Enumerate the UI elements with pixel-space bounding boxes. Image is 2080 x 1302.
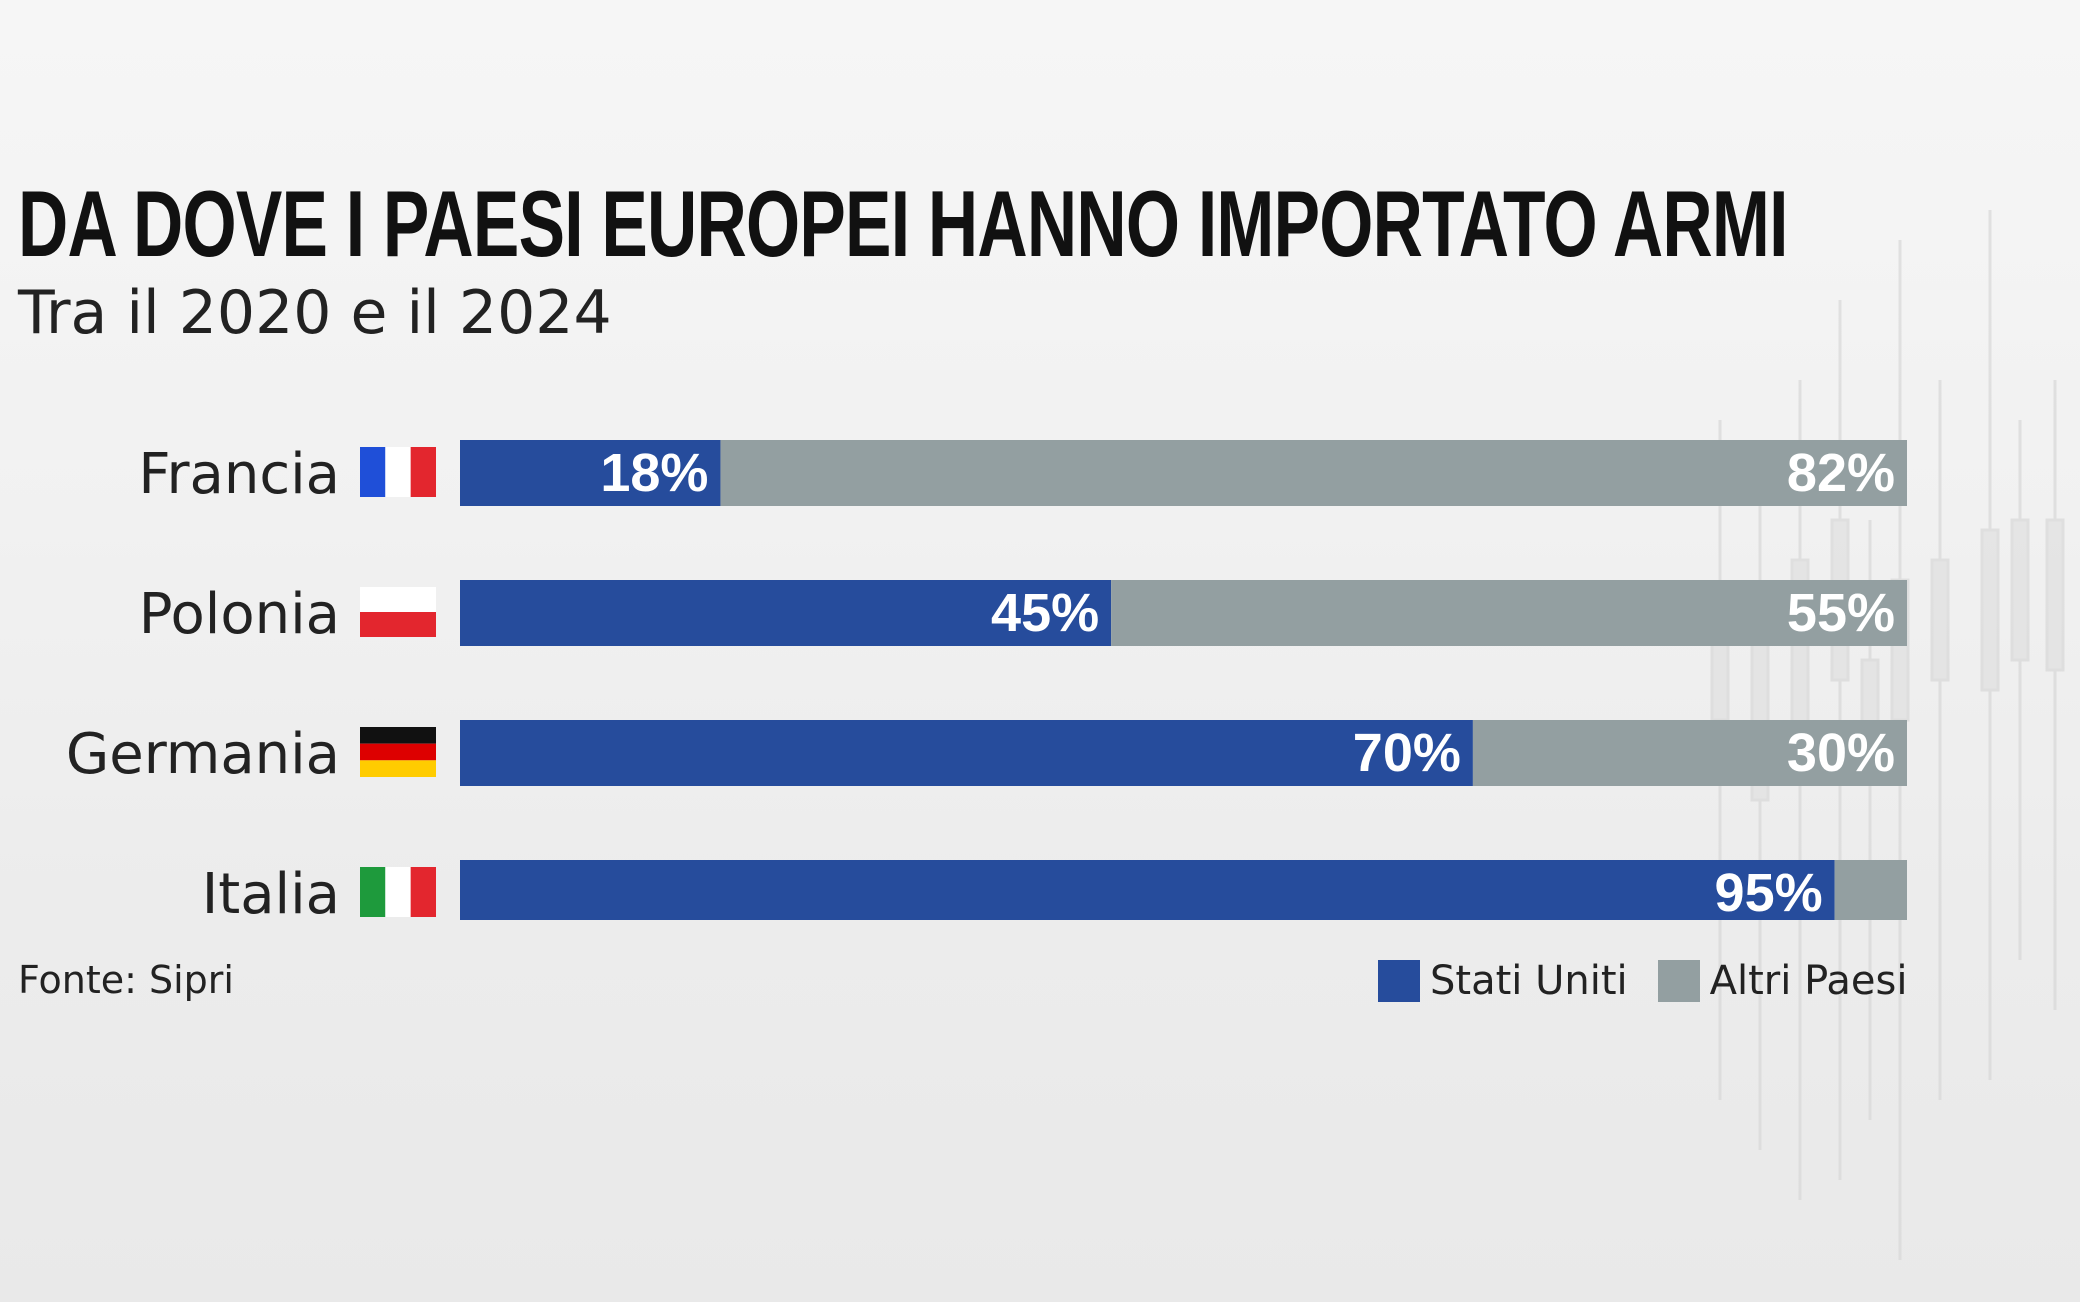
chart-legend: Stati Uniti Altri Paesi [1378, 958, 1907, 1004]
bar-segment-stati-uniti-italia [460, 860, 1835, 920]
data-label-altri-paesi-francia: 82% [1787, 443, 1895, 503]
bar-segment-altri-paesi-italia [1834, 860, 1907, 920]
data-label-stati-uniti-francia: 18% [600, 443, 708, 503]
legend-swatch-stati-uniti [1378, 960, 1420, 1002]
data-label-stati-uniti-italia: 95% [1715, 863, 1823, 920]
legend-item-altri-paesi: Altri Paesi [1657, 958, 1908, 1004]
category-label-italia: Italia [202, 862, 340, 920]
legend-item-stati-uniti: Stati Uniti [1378, 958, 1628, 1004]
bar-segment-altri-paesi-germania [1472, 720, 1907, 786]
germany-flag-icon [360, 727, 436, 777]
data-label-stati-uniti-germania: 70% [1353, 723, 1461, 783]
data-label-altri-paesi-germania: 30% [1787, 723, 1895, 783]
legend-swatch-altri-paesi [1657, 960, 1700, 1002]
bar-segment-stati-uniti-polonia [460, 580, 1112, 646]
bar-segment-stati-uniti-francia [460, 440, 721, 506]
france-flag-icon [360, 447, 436, 497]
poland-flag-icon [360, 587, 436, 637]
bar-segment-altri-paesi-francia [720, 440, 1908, 506]
legend-label-stati-uniti: Stati Uniti [1430, 958, 1628, 1004]
chart-title: DA DOVE I PAESI EUROPEI HANNO IMPORTATO … [18, 171, 1788, 276]
bar-segment-stati-uniti-germania [460, 720, 1473, 786]
category-label-germania: Germania [66, 722, 340, 787]
category-label-polonia: Polonia [139, 582, 340, 647]
source-note: Fonte: Sipri [18, 958, 234, 1002]
data-label-altri-paesi-polonia: 55% [1787, 583, 1895, 643]
data-label-stati-uniti-polonia: 45% [991, 583, 1099, 643]
category-label-francia: Francia [138, 442, 340, 507]
stacked-bar-chart: Francia 18% 82% Polonia 45% 55% Germania 70% 30%… [66, 440, 1908, 920]
chart-subtitle: Tra il 2020 e il 2024 [18, 278, 612, 348]
italy-flag-icon [360, 867, 436, 917]
legend-label-altri-paesi: Altri Paesi [1709, 958, 1908, 1004]
bar-segment-altri-paesi-polonia [1111, 580, 1907, 646]
